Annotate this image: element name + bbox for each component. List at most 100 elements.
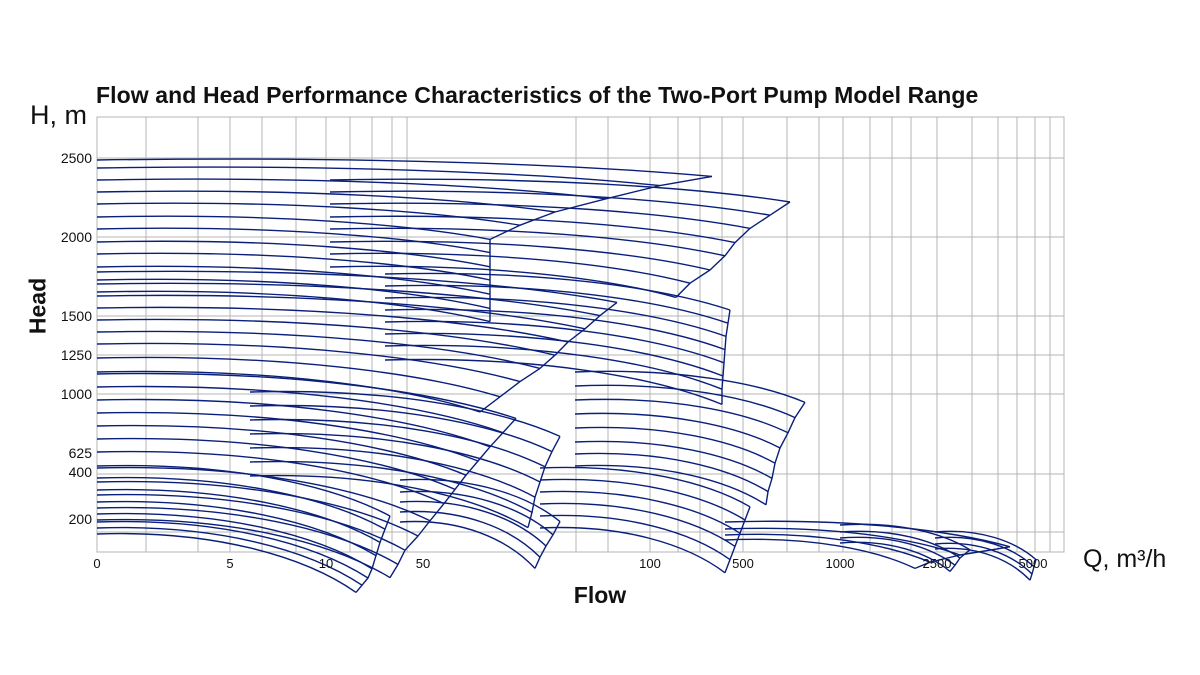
head-curve: [934, 547, 1031, 581]
curve-boundary: [534, 521, 561, 569]
head-curve: [539, 514, 731, 561]
head-curve: [96, 370, 481, 413]
curve-boundary: [527, 436, 561, 528]
head-curve: [249, 404, 553, 453]
curve-boundary: [355, 515, 391, 593]
head-curve: [96, 424, 467, 476]
x-tick-label: 10: [319, 556, 333, 571]
head-curve: [399, 520, 536, 569]
head-curve: [724, 520, 1011, 548]
head-curve: [96, 306, 569, 343]
head-curve: [574, 384, 796, 419]
y-tick-label: 2000: [61, 229, 92, 245]
head-curve: [249, 446, 536, 498]
head-curve: [574, 452, 769, 493]
head-curve: [96, 488, 381, 544]
head-curve: [329, 215, 736, 244]
x-tick-label: 1000: [826, 556, 855, 571]
y-tick-label: 1250: [61, 347, 92, 363]
curve-boundary: [949, 549, 971, 572]
head-curve: [96, 265, 491, 295]
head-curve: [96, 466, 431, 522]
head-curve: [96, 520, 369, 579]
head-curve: [329, 265, 677, 299]
head-curve: [96, 500, 377, 557]
curve-boundary: [765, 402, 806, 505]
head-curve: [839, 536, 956, 566]
head-curve: [384, 284, 729, 324]
head-curve: [96, 464, 391, 517]
head-curve: [329, 190, 771, 216]
x-tick-label: 100: [639, 556, 661, 571]
x-tick-label: 500: [732, 556, 754, 571]
head-curve: [96, 215, 491, 241]
head-curve: [96, 278, 491, 310]
head-curve: [96, 318, 556, 356]
head-curve: [249, 390, 561, 438]
head-curve: [329, 240, 711, 271]
curve-boundary: [721, 309, 731, 405]
x-tick-label: 0: [93, 556, 100, 571]
head-curve: [96, 476, 386, 530]
y-tick-label: 2500: [61, 150, 92, 166]
axis-ticks: 0 5 10 50 100 500 1000 2500 5000 2500 2000 1500 1250…: [61, 150, 1048, 571]
head-curve: [539, 490, 741, 534]
head-curve: [384, 308, 726, 351]
head-curve: [399, 478, 561, 523]
head-curve: [96, 178, 607, 200]
head-curve: [96, 526, 363, 586]
y-tick-label: 200: [69, 511, 93, 527]
head-curve: [839, 541, 951, 572]
head-curve: [96, 294, 586, 330]
curve-boundary: [675, 201, 791, 298]
head-curve: [329, 227, 726, 257]
head-curve: [934, 536, 1035, 568]
head-curve: [384, 320, 725, 364]
y-tick-label: 625: [69, 445, 93, 461]
head-curve: [724, 538, 916, 570]
chart-title: Flow and Head Performance Characteristic…: [96, 82, 979, 108]
head-curve: [249, 432, 541, 483]
head-curve: [384, 332, 724, 377]
head-curve: [249, 474, 529, 529]
head-curve: [574, 412, 781, 449]
head-curve: [539, 478, 746, 521]
y-tick-label: 400: [69, 464, 93, 480]
head-curve: [96, 506, 399, 566]
head-curve: [934, 542, 1033, 575]
y-tick-label: 1000: [61, 386, 92, 402]
pump-curves: [96, 158, 1037, 593]
head-curve: [724, 533, 931, 563]
head-curve: [249, 460, 533, 514]
head-curve: [96, 342, 521, 383]
curve-boundary: [489, 175, 713, 322]
head-curve: [574, 398, 789, 434]
head-curve: [574, 426, 776, 464]
head-curve: [329, 202, 751, 230]
head-curve: [249, 418, 546, 468]
head-curve: [96, 437, 456, 491]
head-curve: [384, 358, 723, 406]
head-curve: [96, 166, 661, 187]
curve-boundary: [1029, 559, 1037, 581]
x-axis-label: Flow: [573, 582, 627, 608]
head-curve: [96, 398, 491, 448]
x-tick-label: 5000: [1019, 556, 1048, 571]
head-curve: [384, 344, 723, 390]
x-tick-label: 50: [416, 556, 430, 571]
head-curve: [934, 530, 1037, 561]
x-tick-label: 5: [226, 556, 233, 571]
head-curve: [399, 510, 541, 558]
head-curve: [96, 158, 713, 178]
head-curve: [96, 202, 521, 226]
head-curve: [399, 490, 554, 536]
head-curve: [539, 466, 751, 508]
head-curve: [96, 385, 504, 434]
head-curve: [96, 282, 601, 317]
head-curve: [839, 523, 971, 551]
plot-frame: [96, 116, 1065, 553]
curve-boundary: [389, 417, 517, 578]
x-axis-unit: Q, m³/h: [1083, 545, 1167, 573]
head-curve: [96, 512, 373, 570]
